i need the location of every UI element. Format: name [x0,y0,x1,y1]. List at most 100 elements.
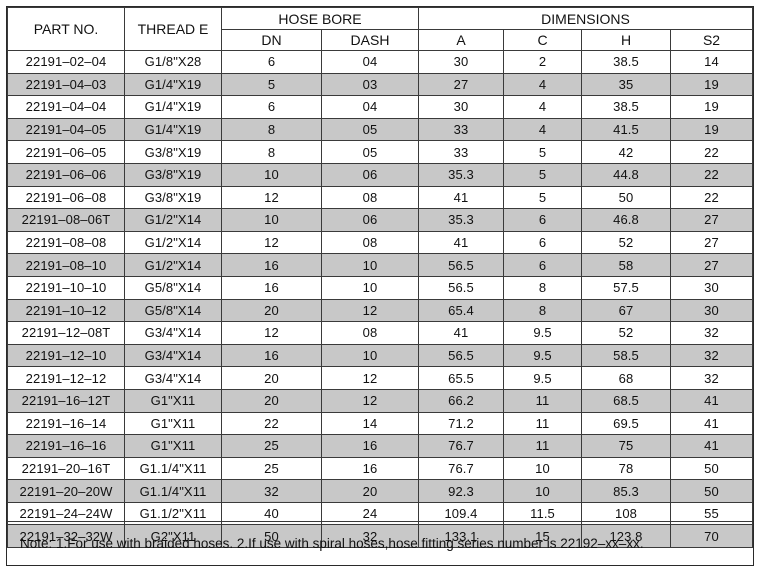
cell-part: 22191–08–08 [7,230,125,255]
cell-dash: 04 [321,50,419,74]
cell-a: 27 [418,72,504,97]
cell-a: 41 [418,230,504,255]
cell-a: 65.5 [418,366,504,390]
cell-part: 22191–24–24W [7,501,125,526]
cell-dash: 10 [321,275,419,300]
cell-s2: 19 [670,72,753,97]
cell-h: 67 [581,298,671,323]
cell-dn: 20 [221,388,322,413]
cell-dash: 12 [321,298,419,323]
cell-a: 76.7 [418,456,504,481]
cell-a: 41 [418,185,504,210]
cell-a: 56.5 [418,253,504,277]
header-s2: S2 [670,29,753,51]
cell-dn: 40 [221,501,322,526]
cell-thread: G1/2"X14 [124,208,222,232]
cell-part: 22191–04–04 [7,95,125,119]
cell-h: 108 [581,501,671,526]
cell-h: 38.5 [581,50,671,74]
cell-dn: 25 [221,434,322,458]
cell-dash: 08 [321,230,419,255]
cell-c: 4 [503,72,582,97]
table-row: 22191–20–20W G1.1/4"X11 32 20 92.3 10 85.3 50 [7,479,753,503]
cell-s2: 41 [670,434,753,458]
cell-c: 10 [503,456,582,481]
cell-part: 22191–10–12 [7,298,125,323]
cell-c: 6 [503,208,582,232]
cell-c: 5 [503,140,582,164]
cell-h: 123.8 [581,524,671,549]
cell-h: 42 [581,140,671,164]
table-row: 22191–06–05 G3/8"X19 8 05 33 5 42 22 [7,140,753,164]
cell-dash: 10 [321,343,419,368]
cell-dn: 6 [221,95,322,119]
cell-c: 9.5 [503,321,582,345]
cell-part: 22191–32–32W [7,524,125,549]
cell-h: 68.5 [581,388,671,413]
cell-thread: G1/4"X19 [124,72,222,97]
header-part-no: PART NO. [7,7,125,51]
table-row: 22191–32–32W G2"X11 50 32 133.1 15 123.8 70 [7,524,753,549]
cell-thread: G1.1/4"X11 [124,456,222,481]
cell-dn: 6 [221,50,322,74]
cell-a: 66.2 [418,388,504,413]
cell-c: 11 [503,411,582,436]
table-row: 22191–10–12 G5/8"X14 20 12 65.4 8 67 30 [7,298,753,323]
cell-dn: 25 [221,456,322,481]
header-thread-e: THREAD E [124,7,222,51]
cell-dn: 22 [221,411,322,436]
cell-s2: 27 [670,208,753,232]
cell-dn: 8 [221,140,322,164]
cell-thread: G1.1/2"X11 [124,501,222,526]
hose-fitting-table: PART NO. THREAD E HOSE BORE DIMENSIONS D… [7,7,753,549]
cell-s2: 30 [670,275,753,300]
cell-a: 56.5 [418,343,504,368]
cell-part: 22191–04–03 [7,72,125,97]
cell-part: 22191–16–14 [7,411,125,436]
footnote: Note: 1.For use with braided hoses. 2.If… [7,521,752,565]
cell-dash: 06 [321,162,419,187]
cell-a: 133.1 [418,524,504,549]
cell-c: 8 [503,275,582,300]
cell-dn: 10 [221,162,322,187]
cell-s2: 41 [670,411,753,436]
cell-dn: 5 [221,72,322,97]
table-row: 22191–24–24W G1.1/2"X11 40 24 109.4 11.5 108 55 [7,501,753,526]
cell-part: 22191–06–08 [7,185,125,210]
cell-dash: 10 [321,253,419,277]
cell-c: 6 [503,230,582,255]
cell-part: 22191–20–20W [7,479,125,503]
cell-a: 33 [418,117,504,142]
cell-thread: G1/8"X28 [124,50,222,74]
cell-thread: G1/2"X14 [124,230,222,255]
cell-dash: 04 [321,95,419,119]
header-a: A [418,29,504,51]
table-row: 22191–16–14 G1"X11 22 14 71.2 11 69.5 41 [7,411,753,436]
cell-dash: 16 [321,434,419,458]
cell-h: 50 [581,185,671,210]
cell-thread: G1/4"X19 [124,95,222,119]
cell-thread: G1"X11 [124,388,222,413]
cell-c: 2 [503,50,582,74]
cell-h: 52 [581,230,671,255]
cell-dash: 16 [321,456,419,481]
cell-dash: 06 [321,208,419,232]
cell-a: 30 [418,50,504,74]
cell-s2: 27 [670,253,753,277]
table-row: 22191–04–04 G1/4"X19 6 04 30 4 38.5 19 [7,95,753,119]
cell-thread: G3/8"X19 [124,140,222,164]
spec-sheet: PART NO. THREAD E HOSE BORE DIMENSIONS D… [6,6,754,566]
cell-c: 6 [503,253,582,277]
cell-s2: 22 [670,185,753,210]
cell-thread: G1"X11 [124,411,222,436]
cell-h: 69.5 [581,411,671,436]
cell-part: 22191–12–08T [7,321,125,345]
cell-dash: 08 [321,185,419,210]
cell-dash: 05 [321,117,419,142]
cell-part: 22191–08–10 [7,253,125,277]
table-row: 22191–20–16T G1.1/4"X11 25 16 76.7 10 78 50 [7,456,753,481]
cell-c: 5 [503,162,582,187]
cell-c: 4 [503,117,582,142]
cell-c: 9.5 [503,366,582,390]
cell-a: 33 [418,140,504,164]
